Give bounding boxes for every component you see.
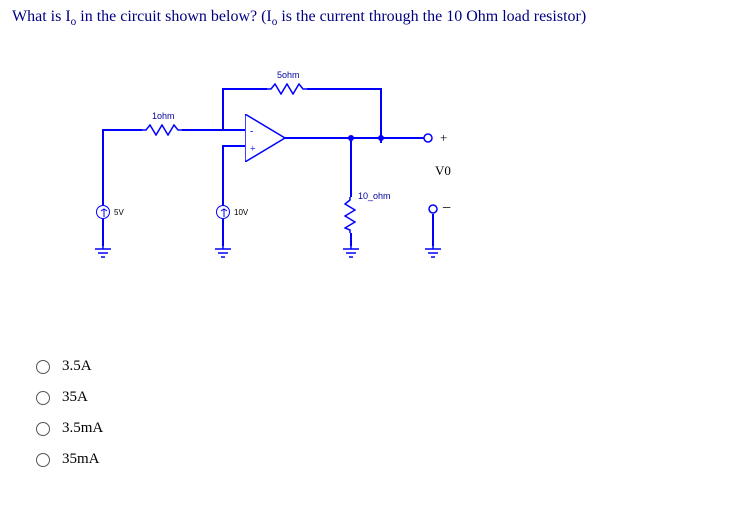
resistor-10ohm bbox=[344, 197, 356, 233]
option-b-label: 35A bbox=[62, 389, 88, 406]
resistor-1ohm-label: 1ohm bbox=[152, 111, 175, 121]
wire-fb-down-left bbox=[222, 88, 224, 130]
resistor-1ohm bbox=[142, 124, 182, 136]
output-v0-label: V0 bbox=[435, 163, 451, 179]
question-text: What is Io in the circuit shown below? (… bbox=[12, 8, 733, 28]
option-d-label: 35mA bbox=[62, 451, 100, 468]
q-prefix: What is I bbox=[12, 8, 71, 25]
source-5v-label: 5V bbox=[114, 208, 124, 217]
resistor-10ohm-label: 10_ohm bbox=[358, 191, 391, 201]
radio-icon bbox=[36, 453, 50, 467]
wire-opamp-plus bbox=[222, 145, 245, 147]
wire-10v-gnd bbox=[222, 219, 224, 246]
wire-in-left bbox=[102, 129, 142, 131]
node-output bbox=[378, 135, 384, 141]
source-10v-icon bbox=[216, 205, 230, 219]
ground-10v-icon bbox=[213, 246, 233, 260]
svg-text:-: - bbox=[250, 126, 253, 137]
wire-top-left bbox=[222, 88, 267, 90]
option-c[interactable]: 3.5mA bbox=[36, 420, 733, 437]
radio-icon bbox=[36, 360, 50, 374]
option-c-label: 3.5mA bbox=[62, 420, 103, 437]
wire-5v-down bbox=[102, 129, 104, 205]
wire-load-down bbox=[350, 137, 352, 197]
source-5v-icon bbox=[96, 205, 110, 219]
wire-in-right bbox=[182, 129, 247, 131]
opamp-icon: - + bbox=[245, 114, 289, 162]
wire-opamp-plus-down bbox=[222, 145, 224, 207]
radio-icon bbox=[36, 391, 50, 405]
wire-neg-down bbox=[432, 214, 434, 246]
output-minus-label: − bbox=[442, 200, 451, 218]
resistor-5ohm-label: 5ohm bbox=[277, 70, 300, 80]
source-10v-label: 10V bbox=[234, 208, 248, 217]
ground-out-icon bbox=[423, 246, 443, 260]
option-b[interactable]: 35A bbox=[36, 389, 733, 406]
q-mid: in the circuit shown below? (I bbox=[76, 8, 272, 25]
resistor-5ohm bbox=[267, 83, 307, 95]
ground-load-icon bbox=[341, 246, 361, 260]
wire-output bbox=[285, 137, 425, 139]
option-a[interactable]: 3.5A bbox=[36, 358, 733, 375]
node-load bbox=[348, 135, 354, 141]
option-d[interactable]: 35mA bbox=[36, 451, 733, 468]
wire-top-right bbox=[307, 88, 382, 90]
answer-options: 3.5A 35A 3.5mA 35mA bbox=[36, 358, 733, 468]
q-suffix: is the current through the 10 Ohm load r… bbox=[277, 8, 586, 25]
wire-load-gnd bbox=[350, 233, 352, 246]
output-terminal-icon bbox=[422, 132, 434, 144]
option-a-label: 3.5A bbox=[62, 358, 92, 375]
svg-text:+: + bbox=[250, 144, 256, 155]
ground-5v-icon bbox=[93, 246, 113, 260]
output-plus-label: + bbox=[440, 130, 447, 146]
circuit-diagram: 5ohm 1ohm - + + V0 10_ohm 5V 10V bbox=[72, 68, 472, 318]
wire-5v-gnd bbox=[102, 219, 104, 246]
radio-icon bbox=[36, 422, 50, 436]
